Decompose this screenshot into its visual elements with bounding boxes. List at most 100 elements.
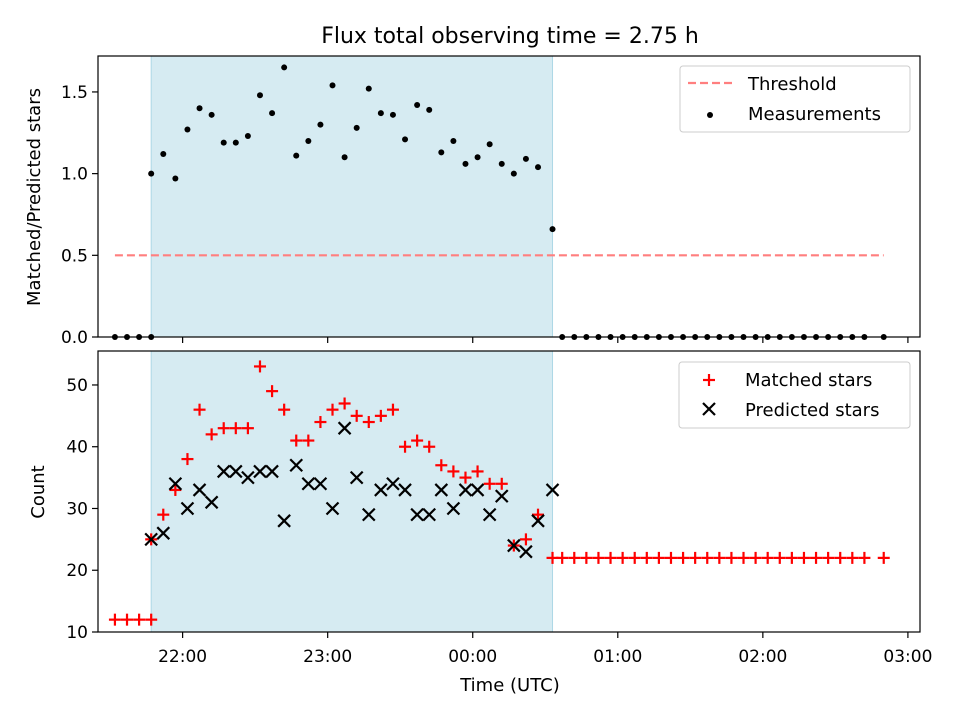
legend-threshold-label: Threshold	[747, 74, 837, 95]
y-tick-label: 50	[66, 376, 88, 396]
predicted-stars-point	[313, 477, 328, 491]
y-tick-label: 1.5	[61, 83, 88, 103]
top-shaded-span	[150, 55, 554, 338]
y-tick-label: 20	[66, 561, 88, 581]
matched-stars-point	[640, 551, 653, 564]
measurement-point	[232, 139, 239, 146]
matched-stars-point	[253, 360, 266, 373]
matched-stars-point	[713, 551, 726, 564]
matched-stars-point	[628, 551, 641, 564]
bottom-y-axis-label: Count	[28, 465, 49, 518]
legend-measurements-label: Measurements	[748, 104, 881, 125]
matched-stars-point	[302, 434, 315, 447]
x-tick-label: 23:00	[303, 647, 352, 667]
legend-measurements-marker	[707, 112, 713, 118]
predicted-stars-point	[253, 464, 267, 479]
measurement-point	[148, 170, 155, 177]
matched-stars-point	[374, 409, 387, 422]
measurement-point	[353, 124, 360, 131]
y-tick-label: 10	[66, 623, 88, 643]
measurement-point	[549, 226, 556, 233]
top-series-layer	[111, 64, 887, 340]
bottom-plot-frame	[97, 350, 921, 633]
measurement-point	[160, 151, 167, 158]
matched-stars-point	[266, 385, 279, 398]
matched-stars-point	[121, 613, 134, 626]
measurement-point	[389, 111, 396, 118]
x-axis-label: Time (UTC)	[459, 675, 560, 696]
measurement-point	[402, 136, 409, 143]
top-legend: Threshold Measurements	[679, 65, 911, 133]
top-legend-box	[679, 65, 911, 133]
measurement-point	[438, 149, 445, 156]
matched-stars-point	[350, 409, 363, 422]
matched-stars-point	[205, 428, 218, 441]
measurement-point	[293, 152, 300, 159]
matched-stars-point	[725, 551, 738, 564]
matched-stars-point	[181, 453, 194, 466]
matched-stars-point	[145, 613, 158, 626]
matched-stars-point	[133, 613, 146, 626]
bottom-y-axis: 10 20 30 40 50	[66, 376, 98, 643]
matched-stars-point	[423, 440, 436, 453]
matched-stars-point	[677, 551, 690, 564]
predicted-stars-point	[386, 477, 400, 491]
predicted-stars-point	[470, 483, 485, 497]
bottom-legend-box	[678, 361, 911, 429]
y-tick-label: 1.0	[61, 165, 88, 185]
matched-stars-point	[314, 416, 327, 429]
matched-stars-point	[737, 551, 750, 564]
measurement-point	[414, 102, 421, 109]
legend-matched-marker	[703, 374, 715, 386]
predicted-stars-point	[422, 507, 436, 522]
matched-stars-point	[447, 465, 460, 478]
y-tick-label: 0.0	[61, 328, 88, 348]
bottom-series-layer	[108, 360, 890, 626]
legend-predicted-marker	[702, 402, 716, 416]
y-tick-label: 40	[66, 438, 88, 458]
legend-matched-label: Matched stars	[745, 370, 872, 391]
matched-stars-point	[664, 551, 677, 564]
measurement-point	[305, 137, 312, 144]
matched-stars-point	[471, 465, 484, 478]
matched-stars-point	[834, 551, 847, 564]
measurement-point	[269, 110, 276, 117]
matched-stars-point	[169, 483, 182, 496]
predicted-stars-point	[482, 507, 497, 522]
matched-stars-point	[362, 416, 375, 429]
predicted-stars-point	[434, 483, 449, 497]
predicted-stars-point	[168, 477, 183, 491]
predicted-stars-point	[458, 483, 473, 497]
measurement-point	[208, 111, 215, 118]
bottom-panel: 10 20 30 40 50 22:00 23:00 00:00 01:00 02:00 03:0…	[28, 350, 932, 696]
matched-stars-point	[399, 440, 412, 453]
matched-stars-point	[810, 551, 823, 564]
predicted-stars-point	[398, 483, 412, 497]
matched-stars-point	[435, 459, 448, 472]
measurement-point	[462, 160, 469, 167]
predicted-stars-point	[545, 483, 560, 497]
matched-stars-point	[604, 551, 617, 564]
matched-stars-point	[556, 551, 569, 564]
matched-stars-point	[519, 533, 532, 546]
top-panel: 0.0 0.5 1.0 1.5 Matched/Predicted stars Thr…	[24, 55, 921, 348]
matched-stars-point	[689, 551, 702, 564]
matched-stars-point	[749, 551, 762, 564]
matched-stars-point	[411, 434, 424, 447]
matched-stars-point	[701, 551, 714, 564]
y-tick-label: 30	[66, 499, 88, 519]
measurement-point	[365, 85, 372, 92]
matched-stars-point	[495, 477, 508, 490]
matched-stars-point	[483, 477, 496, 490]
measurement-point	[498, 160, 505, 167]
matched-stars-point	[761, 551, 774, 564]
predicted-stars-point	[301, 477, 316, 491]
top-y-axis-label: Matched/Predicted stars	[24, 88, 45, 306]
predicted-stars-point	[446, 501, 461, 516]
predicted-stars-point	[410, 507, 424, 522]
measurement-point	[377, 110, 384, 117]
measurement-point	[522, 155, 529, 162]
matched-stars-point	[592, 551, 605, 564]
matched-stars-point	[858, 551, 871, 564]
measurement-point	[256, 92, 263, 99]
